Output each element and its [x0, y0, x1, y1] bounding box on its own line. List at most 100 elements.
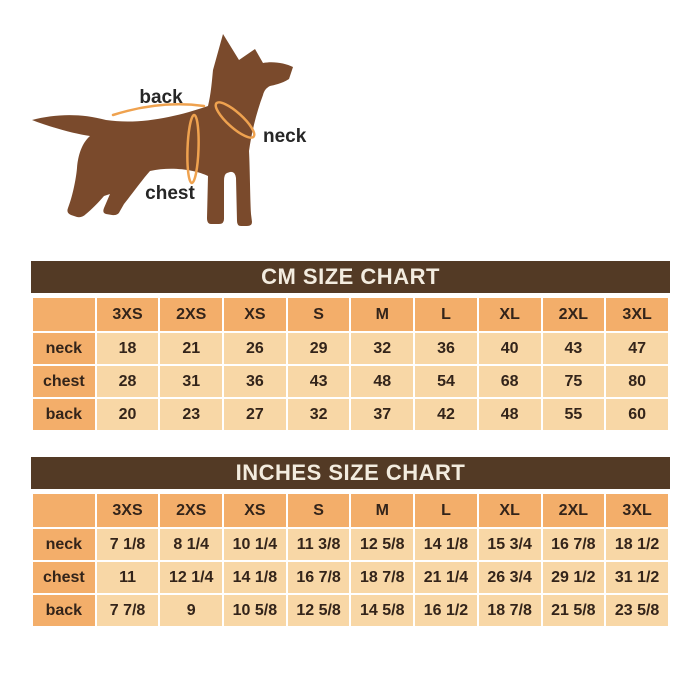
size-column-header: 3XS — [94, 296, 161, 333]
measurement-value-cell: 28 — [94, 364, 161, 399]
cm-size-table: 3XS 2XS XS S M L XL 2XL 3XL neck 18 21 26 29 32 36 40 43 4… — [31, 296, 670, 432]
measurement-row-label: back — [31, 397, 97, 432]
measurement-row: back 20 23 27 32 37 42 48 55 60 — [31, 397, 670, 432]
inches-chart-title: INCHES SIZE CHART — [235, 460, 466, 485]
measurement-value-cell: 60 — [604, 397, 670, 432]
size-column-header: S — [285, 296, 352, 333]
measurement-value-cell: 42 — [413, 397, 479, 432]
size-column-header: M — [349, 492, 416, 529]
measurement-value-cell: 21 5/8 — [540, 593, 607, 628]
size-column-header: L — [413, 296, 479, 333]
measurement-value-cell: 36 — [222, 364, 288, 399]
measurement-value-cell: 11 — [94, 560, 161, 595]
measurement-value-cell: 47 — [604, 331, 670, 366]
inches-chart-title-bar: INCHES SIZE CHART — [31, 457, 670, 489]
inches-size-chart-section: INCHES SIZE CHART 3XS 2XS XS S M L XL 2XL 3XL nec… — [31, 457, 670, 628]
size-column-header: XS — [222, 492, 288, 529]
measurement-value-cell: 29 — [285, 331, 352, 366]
dog-measurement-diagram: back neck chest — [32, 34, 307, 226]
measurement-value-cell: 21 — [158, 331, 225, 366]
size-column-header: 3XL — [604, 492, 670, 529]
measurement-value-cell: 14 1/8 — [222, 560, 288, 595]
measurement-value-cell: 16 1/2 — [413, 593, 479, 628]
measurement-value-cell: 20 — [94, 397, 161, 432]
measurement-value-cell: 7 1/8 — [94, 527, 161, 562]
measurement-value-cell: 48 — [476, 397, 543, 432]
size-column-header: M — [349, 296, 416, 333]
measurement-value-cell: 36 — [413, 331, 479, 366]
size-column-header: S — [285, 492, 352, 529]
measurement-value-cell: 31 — [158, 364, 225, 399]
back-measure-label: back — [139, 87, 183, 108]
measurement-row-label: back — [31, 593, 97, 628]
measurement-row: chest 28 31 36 43 48 54 68 75 80 — [31, 364, 670, 399]
size-column-header: 2XL — [540, 296, 607, 333]
measurement-row-label: chest — [31, 560, 97, 595]
measurement-value-cell: 31 1/2 — [604, 560, 670, 595]
measurement-value-cell: 55 — [540, 397, 607, 432]
measurement-row-label: neck — [31, 527, 97, 562]
measurement-value-cell: 40 — [476, 331, 543, 366]
measurement-value-cell: 43 — [540, 331, 607, 366]
measurement-value-cell: 14 1/8 — [413, 527, 479, 562]
measurement-value-cell: 23 5/8 — [604, 593, 670, 628]
measurement-value-cell: 8 1/4 — [158, 527, 225, 562]
measurement-row-label: neck — [31, 331, 97, 366]
corner-cell — [31, 296, 97, 333]
measurement-value-cell: 32 — [285, 397, 352, 432]
measurement-value-cell: 80 — [604, 364, 670, 399]
measurement-value-cell: 37 — [349, 397, 416, 432]
neck-measure-ellipse — [214, 101, 256, 139]
measurement-value-cell: 18 — [94, 331, 161, 366]
cm-size-chart-section: CM SIZE CHART 3XS 2XS XS S M L XL 2XL 3XL neck 18 2… — [31, 261, 670, 432]
measurement-value-cell: 43 — [285, 364, 352, 399]
measurement-row: chest 11 12 1/4 14 1/8 16 7/8 18 7/8 21 1/4 26 … — [31, 560, 670, 595]
back-measure-line — [111, 103, 206, 117]
measurement-value-cell: 18 7/8 — [476, 593, 543, 628]
measurement-value-cell: 54 — [413, 364, 479, 399]
measurement-value-cell: 48 — [349, 364, 416, 399]
inches-size-table: 3XS 2XS XS S M L XL 2XL 3XL neck 7 1/8 8 1/4 10 1/4 1… — [31, 492, 670, 628]
size-column-header: 2XL — [540, 492, 607, 529]
measurement-value-cell: 26 3/4 — [476, 560, 543, 595]
measurement-value-cell: 18 1/2 — [604, 527, 670, 562]
size-column-header: XL — [476, 492, 543, 529]
measurement-value-cell: 29 1/2 — [540, 560, 607, 595]
measurement-value-cell: 26 — [222, 331, 288, 366]
size-column-header: XS — [222, 296, 288, 333]
size-column-header: XL — [476, 296, 543, 333]
measurement-value-cell: 10 1/4 — [222, 527, 288, 562]
measurement-value-cell: 75 — [540, 364, 607, 399]
measurement-value-cell: 14 5/8 — [349, 593, 416, 628]
cm-chart-title-bar: CM SIZE CHART — [31, 261, 670, 293]
measurement-value-cell: 12 5/8 — [349, 527, 416, 562]
measurement-value-cell: 11 3/8 — [285, 527, 352, 562]
measurement-value-cell: 21 1/4 — [413, 560, 479, 595]
measurement-value-cell: 12 1/4 — [158, 560, 225, 595]
measurement-value-cell: 7 7/8 — [94, 593, 161, 628]
measurement-value-cell: 23 — [158, 397, 225, 432]
size-column-header: 3XS — [94, 492, 161, 529]
size-column-header: 2XS — [158, 296, 225, 333]
size-column-header: L — [413, 492, 479, 529]
corner-cell — [31, 492, 97, 529]
measurement-value-cell: 12 5/8 — [285, 593, 352, 628]
measurement-value-cell: 68 — [476, 364, 543, 399]
measurement-value-cell: 32 — [349, 331, 416, 366]
measurement-row: back 7 7/8 9 10 5/8 12 5/8 14 5/8 16 1/2 18 7/8… — [31, 593, 670, 628]
dog-silhouette — [32, 34, 293, 226]
size-column-header: 2XS — [158, 492, 225, 529]
measurement-value-cell: 10 5/8 — [222, 593, 288, 628]
chest-measure-label: chest — [145, 183, 195, 204]
measurement-row: neck 18 21 26 29 32 36 40 43 47 — [31, 331, 670, 366]
measurement-row: neck 7 1/8 8 1/4 10 1/4 11 3/8 12 5/8 14 1/8 15… — [31, 527, 670, 562]
size-header-row: 3XS 2XS XS S M L XL 2XL 3XL — [31, 492, 670, 529]
measurement-value-cell: 9 — [158, 593, 225, 628]
measurement-row-label: chest — [31, 364, 97, 399]
measurement-value-cell: 15 3/4 — [476, 527, 543, 562]
measurement-value-cell: 16 7/8 — [285, 560, 352, 595]
size-column-header: 3XL — [604, 296, 670, 333]
measurement-value-cell: 18 7/8 — [349, 560, 416, 595]
measurement-value-cell: 27 — [222, 397, 288, 432]
